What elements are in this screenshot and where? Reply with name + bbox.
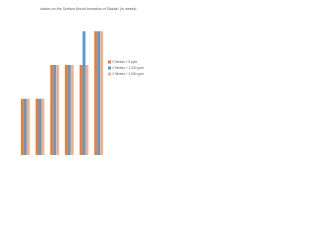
bar: [82, 31, 86, 155]
legend-swatch: [108, 60, 111, 64]
legend-label: 0 Weeks + 5 ppm: [113, 60, 138, 64]
bar: [26, 98, 30, 155]
bar: [20, 98, 24, 155]
legend-swatch: [108, 66, 111, 70]
bar: [53, 65, 57, 155]
bar: [38, 98, 42, 155]
chart: ulation on the Surface Mould formation o…: [0, 0, 149, 198]
bar: [79, 65, 83, 155]
bar: [35, 98, 39, 155]
legend-swatch: [108, 72, 111, 76]
bar: [100, 31, 104, 155]
bar: [94, 31, 98, 155]
bar: [70, 65, 74, 155]
bar: [56, 65, 60, 155]
legend-label: 0 Weeks + 1,000 ppm: [113, 66, 144, 70]
bar: [41, 98, 45, 155]
bar: [23, 98, 27, 155]
legend-label: 0 Weeks + 2,000 ppm: [113, 72, 144, 76]
bar: [64, 65, 68, 155]
chart-title: ulation on the Surface Mould formation o…: [40, 7, 136, 11]
bar: [67, 65, 71, 155]
bar: [97, 31, 101, 155]
bar: [85, 65, 89, 155]
bar: [50, 65, 54, 155]
